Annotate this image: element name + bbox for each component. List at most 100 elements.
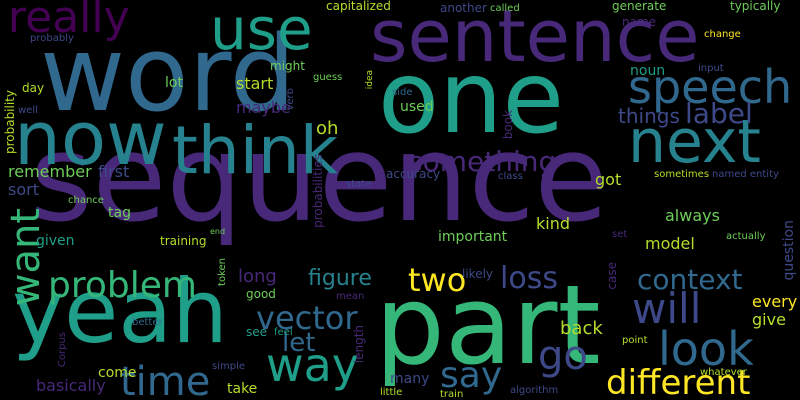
cloud-word: verb (285, 88, 296, 111)
cloud-word: point (622, 335, 648, 346)
cloud-word: problem (48, 265, 197, 306)
cloud-word: oh (316, 118, 339, 139)
cloud-word: many (390, 371, 430, 387)
cloud-word: let (282, 328, 316, 358)
cloud-word: training (160, 234, 207, 248)
cloud-word: say (440, 355, 503, 396)
cloud-word: something (408, 145, 557, 178)
cloud-word: tag (108, 205, 131, 221)
cloud-word: idea (365, 70, 375, 90)
cloud-word: things (618, 104, 680, 128)
cloud-word: good (246, 287, 276, 301)
cloud-word: always (665, 206, 720, 225)
cloud-word: named entity (712, 169, 779, 180)
cloud-word: will (632, 284, 702, 333)
cloud-word: end (210, 227, 226, 236)
cloud-word: train (440, 389, 464, 400)
cloud-word: speech (628, 60, 793, 114)
cloud-word: want (3, 208, 49, 307)
cloud-word: typically (730, 0, 781, 13)
cloud-word: model (645, 234, 695, 253)
cloud-word: different (606, 363, 751, 400)
cloud-word: first (98, 162, 130, 181)
cloud-word: sometimes (654, 169, 710, 180)
cloud-word: two (408, 261, 467, 299)
cloud-word: now (14, 96, 167, 182)
cloud-word: basically (36, 376, 106, 395)
cloud-word: way (266, 338, 360, 392)
cloud-word: use (210, 0, 313, 63)
cloud-word: one (378, 39, 565, 156)
cloud-word: time (120, 359, 211, 400)
cloud-word: capitalized (326, 0, 391, 13)
cloud-word: Corpus (57, 332, 68, 368)
cloud-word: every (752, 292, 798, 311)
cloud-word: kind (536, 214, 571, 233)
cloud-word: book (501, 110, 515, 140)
cloud-word: another (440, 1, 487, 15)
cloud-word: probabilities (311, 154, 325, 228)
cloud-word: case (605, 262, 619, 290)
cloud-word: sort (8, 180, 39, 199)
cloud-word: algorithm (510, 385, 559, 396)
cloud-word: feel (274, 327, 293, 338)
cloud-word: next (628, 107, 761, 177)
cloud-word: loss (500, 261, 558, 296)
cloud-word: important (438, 229, 508, 245)
cloud-word: name (622, 15, 657, 29)
cloud-word: length (352, 325, 366, 364)
cloud-word: sentence (370, 0, 700, 78)
cloud-word: might (270, 59, 305, 73)
cloud-word: go (538, 333, 588, 379)
cloud-word: called (490, 3, 520, 14)
cloud-word: long (238, 266, 277, 287)
cloud-word: used (400, 99, 434, 115)
cloud-word: see (246, 325, 268, 339)
cloud-word: set (612, 229, 628, 240)
cloud-word: noun (630, 63, 666, 79)
cloud-word: got (595, 170, 622, 189)
cloud-word: probably (30, 33, 74, 44)
cloud-word: simple (212, 361, 246, 372)
cloud-word: come (98, 365, 137, 381)
cloud-word: lot (165, 75, 183, 91)
cloud-word: guess (313, 72, 343, 83)
cloud-word: maybe (236, 98, 291, 117)
cloud-word: day (22, 81, 45, 95)
cloud-word: chance (68, 195, 104, 206)
cloud-word: sequence (30, 110, 609, 249)
cloud-word: well (18, 105, 38, 116)
cloud-word: take (227, 381, 258, 397)
cloud-word: look (658, 322, 754, 376)
cloud-word: likely (462, 267, 494, 281)
cloud-word: state (346, 179, 372, 190)
cloud-word: really (8, 0, 130, 43)
cloud-word: class (498, 171, 523, 182)
cloud-word: question (781, 220, 797, 281)
cloud-word: actually (726, 231, 766, 242)
cloud-word: label (685, 97, 753, 130)
cloud-word: context (637, 263, 743, 296)
cloud-word: better (132, 317, 163, 328)
cloud-word: change (704, 29, 741, 40)
cloud-word: mean (336, 291, 365, 302)
cloud-word: start (236, 74, 274, 93)
cloud-word: yeah (12, 260, 228, 363)
cloud-word: generate (612, 0, 667, 13)
cloud-word: given (36, 233, 75, 249)
cloud-word: remember (8, 162, 92, 181)
cloud-word: think (172, 112, 339, 189)
cloud-word: probability (3, 90, 17, 155)
cloud-word: input (698, 63, 724, 74)
cloud-word: figure (308, 266, 372, 291)
cloud-word: whatever (700, 367, 747, 378)
cloud-word: back (560, 318, 603, 339)
cloud-word: vector (256, 299, 358, 337)
cloud-word: little (380, 387, 403, 398)
cloud-word: give (752, 310, 786, 329)
cloud-word: word (40, 13, 296, 135)
cloud-word: side (392, 87, 413, 98)
cloud-word: part (375, 261, 601, 389)
cloud-word: accuracy (386, 167, 441, 181)
